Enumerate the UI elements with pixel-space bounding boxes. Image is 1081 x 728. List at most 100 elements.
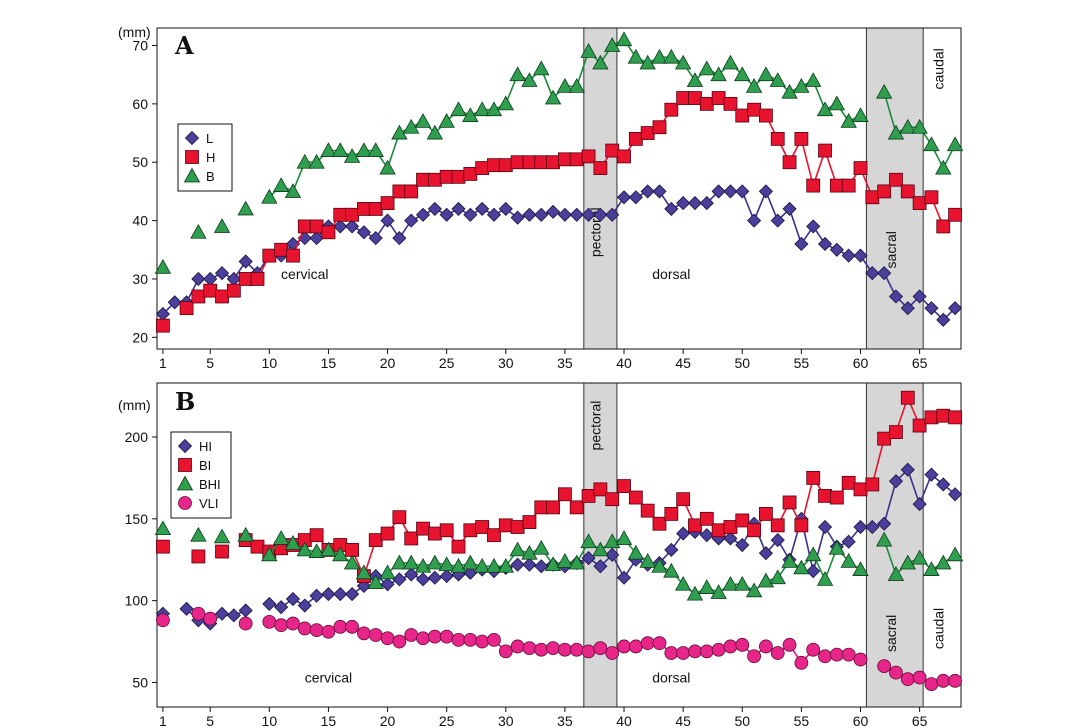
data-point xyxy=(593,161,608,175)
data-point xyxy=(651,557,668,573)
series-segment xyxy=(788,208,803,245)
data-point xyxy=(818,143,832,158)
data-point xyxy=(676,91,691,105)
data-point xyxy=(485,557,503,573)
x-tick-label: 5 xyxy=(206,713,214,728)
data-point xyxy=(723,96,738,111)
data-point xyxy=(770,213,785,228)
data-point xyxy=(652,120,667,135)
series-bi xyxy=(156,390,962,583)
data-point xyxy=(274,600,289,615)
data-point xyxy=(818,649,832,664)
data-point xyxy=(946,136,964,152)
series-b xyxy=(154,31,964,274)
data-point xyxy=(308,543,325,558)
data-point xyxy=(710,584,727,599)
data-point xyxy=(274,242,289,257)
data-point xyxy=(946,546,964,562)
data-point xyxy=(758,546,773,561)
data-point xyxy=(498,644,513,659)
data-point xyxy=(414,113,432,128)
legend: HI BI BHI VLI xyxy=(170,431,232,519)
data-point xyxy=(806,564,821,579)
data-point xyxy=(379,159,396,175)
data-point xyxy=(899,118,916,134)
data-point xyxy=(451,201,466,216)
unit-label: (mm) xyxy=(118,397,151,413)
data-point xyxy=(333,619,348,634)
data-point xyxy=(865,477,880,492)
data-point xyxy=(568,78,585,93)
data-point xyxy=(380,631,395,646)
data-point xyxy=(510,639,525,654)
data-point xyxy=(888,289,904,304)
data-point xyxy=(735,513,750,528)
legend-marker xyxy=(178,458,192,472)
x-tick-label: 15 xyxy=(321,355,337,371)
data-point xyxy=(829,178,844,193)
data-point xyxy=(935,554,952,570)
data-point xyxy=(759,507,773,521)
data-point xyxy=(568,554,585,570)
data-point xyxy=(794,655,809,670)
data-point xyxy=(497,557,514,573)
data-point xyxy=(853,248,868,263)
data-point xyxy=(699,511,714,526)
data-point xyxy=(487,528,501,543)
data-point xyxy=(735,537,750,553)
data-point xyxy=(652,636,667,651)
data-point xyxy=(640,636,655,651)
data-point xyxy=(639,54,656,70)
data-point xyxy=(948,207,962,222)
data-point xyxy=(473,101,491,117)
data-point xyxy=(676,492,691,507)
data-point xyxy=(309,219,324,234)
data-point xyxy=(627,544,645,560)
x-tick-label: 25 xyxy=(439,355,455,371)
data-point xyxy=(250,272,265,286)
data-point xyxy=(510,210,525,225)
data-point xyxy=(747,102,761,117)
data-point xyxy=(367,142,384,157)
data-point xyxy=(628,131,643,146)
data-point xyxy=(875,531,893,547)
data-point xyxy=(948,301,963,316)
data-point xyxy=(238,254,253,269)
data-point xyxy=(380,526,395,541)
x-tick-label: 35 xyxy=(557,355,573,371)
data-point xyxy=(522,207,537,222)
x-tick-label: 20 xyxy=(380,355,396,371)
data-point xyxy=(463,523,478,538)
data-point xyxy=(416,631,430,646)
data-point xyxy=(806,642,821,657)
data-point xyxy=(533,539,550,555)
data-point xyxy=(770,646,785,660)
data-point xyxy=(745,78,763,93)
data-point xyxy=(828,539,846,555)
data-point xyxy=(688,518,702,533)
data-point xyxy=(887,124,905,140)
panel-a: 1 5 10 15 20 25 30 35 40 45 50 55 60 65203040506070(m… xyxy=(118,24,964,371)
data-point xyxy=(215,289,229,304)
data-point xyxy=(877,266,892,281)
legend-marker xyxy=(177,438,193,454)
data-point xyxy=(191,271,206,287)
data-point xyxy=(853,652,868,667)
series-l xyxy=(155,184,963,327)
data-point xyxy=(191,289,206,304)
data-point xyxy=(309,588,324,603)
data-point xyxy=(711,91,726,105)
data-point xyxy=(392,184,407,199)
data-point xyxy=(546,155,560,170)
data-point xyxy=(238,603,253,618)
data-point xyxy=(403,554,420,570)
data-point xyxy=(711,642,726,657)
data-point xyxy=(757,572,775,588)
data-point xyxy=(215,544,229,559)
data-point xyxy=(924,677,939,691)
data-point xyxy=(262,615,277,629)
data-point xyxy=(569,207,584,222)
data-point xyxy=(687,196,703,211)
legend-label: L xyxy=(206,131,213,146)
data-point xyxy=(580,43,597,58)
